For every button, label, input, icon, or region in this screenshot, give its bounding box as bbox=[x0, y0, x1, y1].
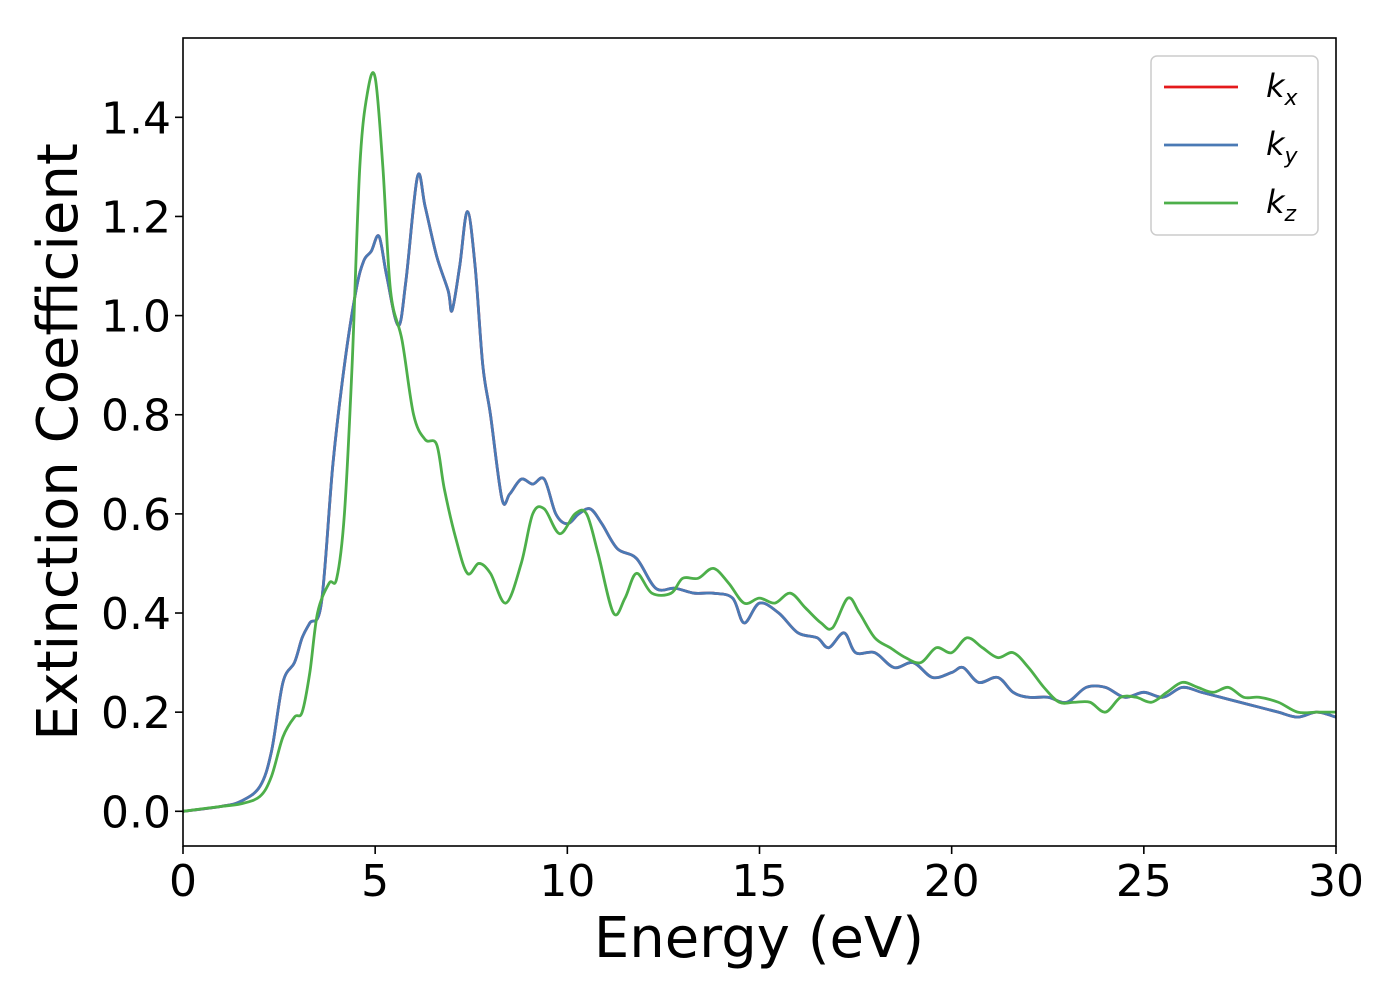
y-tick-label: 0.2 bbox=[101, 688, 171, 739]
series-line-y bbox=[183, 172, 1336, 813]
x-axis-label: Energy (eV) bbox=[594, 906, 924, 971]
legend-label-sub: x bbox=[1284, 86, 1299, 111]
legend-label-sub: z bbox=[1284, 202, 1297, 227]
y-axis: 0.0 0.2 0.4 0.6 0.8 1.0 1.2 1.4 bbox=[101, 93, 183, 838]
series-layer bbox=[183, 71, 1336, 813]
y-tick-label: 0.0 bbox=[101, 787, 171, 838]
series-line-z bbox=[183, 71, 1336, 813]
y-tick-label: 0.6 bbox=[101, 490, 171, 541]
y-tick-label: 1.2 bbox=[101, 192, 171, 243]
legend-label-base: k bbox=[1266, 183, 1286, 221]
x-tick-label: 0 bbox=[169, 856, 197, 907]
x-tick-label: 20 bbox=[924, 856, 980, 907]
x-tick-label: 15 bbox=[732, 856, 788, 907]
legend-label-sub: y bbox=[1284, 144, 1299, 169]
y-tick-label: 1.4 bbox=[101, 93, 171, 144]
y-tick-label: 1.0 bbox=[101, 292, 171, 343]
x-tick-label: 5 bbox=[361, 856, 389, 907]
y-tick-label: 0.4 bbox=[101, 589, 171, 640]
x-tick-label: 10 bbox=[539, 856, 595, 907]
legend-label-base: k bbox=[1266, 125, 1286, 163]
x-tick-label: 30 bbox=[1308, 856, 1364, 907]
x-axis: 0 5 10 15 20 25 30 bbox=[169, 846, 1364, 907]
y-tick-label: 0.8 bbox=[101, 391, 171, 442]
legend-label-y: ky bbox=[1266, 125, 1299, 169]
x-tick-label: 25 bbox=[1116, 856, 1172, 907]
legend-label-x: kx bbox=[1266, 67, 1299, 111]
legend-label-base: k bbox=[1266, 67, 1286, 105]
legend-label-z: kz bbox=[1266, 183, 1297, 227]
y-axis-label: Extinction Coefficient bbox=[26, 143, 91, 741]
